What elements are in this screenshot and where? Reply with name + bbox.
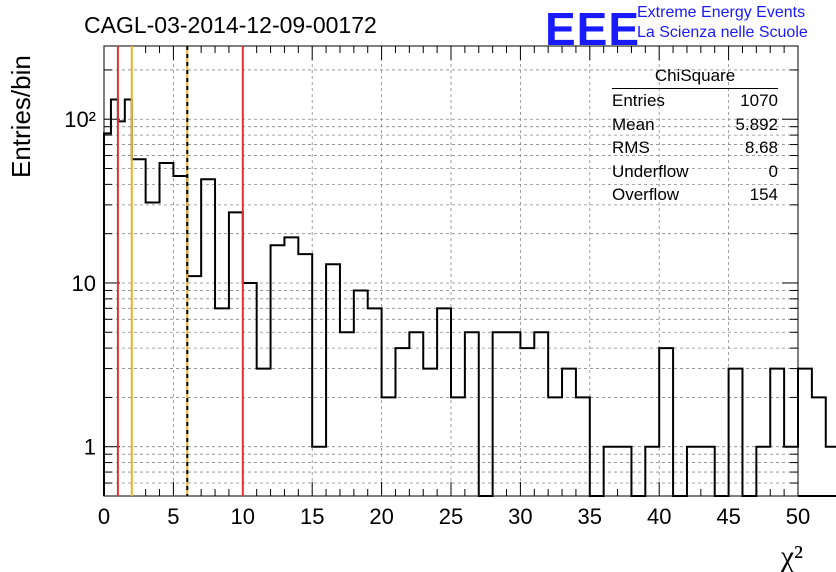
y-tick-label: 10 <box>72 271 96 296</box>
stats-row-mean: Mean 5.892 <box>612 114 778 134</box>
x-tick-label: 15 <box>300 504 324 529</box>
y-tick-label: 1 <box>84 435 96 460</box>
histogram-series <box>103 98 836 497</box>
x-tick-label: 40 <box>647 504 671 529</box>
y-tick-label: 10² <box>64 107 96 132</box>
stats-row-entries: Entries 1070 <box>612 91 778 110</box>
stats-box: ChiSquare Entries 1070 Mean 5.892 RMS 8.68 … <box>612 66 778 209</box>
x-axis-label: χ² <box>780 540 803 572</box>
stats-title: ChiSquare <box>612 66 778 89</box>
stats-row-underflow: Underflow 0 <box>612 161 778 181</box>
stats-row-rms: RMS 8.68 <box>612 138 778 157</box>
x-tick-label: 50 <box>786 504 810 529</box>
x-tick-label: 25 <box>439 504 463 529</box>
y-axis-label: Entries/bin <box>6 55 36 178</box>
stats-row-overflow: Overflow 154 <box>612 185 778 204</box>
x-tick-label: 10 <box>231 504 255 529</box>
eee-logo: EEE <box>545 3 641 55</box>
x-tick-label: 30 <box>508 504 532 529</box>
logo-line1: Extreme Energy Events <box>637 4 806 21</box>
x-tick-label: 5 <box>167 504 179 529</box>
x-tick-label: 45 <box>716 504 740 529</box>
logo-line2: La Scienza nelle Scuole <box>637 24 808 41</box>
x-tick-label: 0 <box>98 504 110 529</box>
chart-title: CAGL-03-2014-12-09-00172 <box>84 12 377 38</box>
x-tick-label: 35 <box>578 504 602 529</box>
x-tick-label: 20 <box>369 504 393 529</box>
